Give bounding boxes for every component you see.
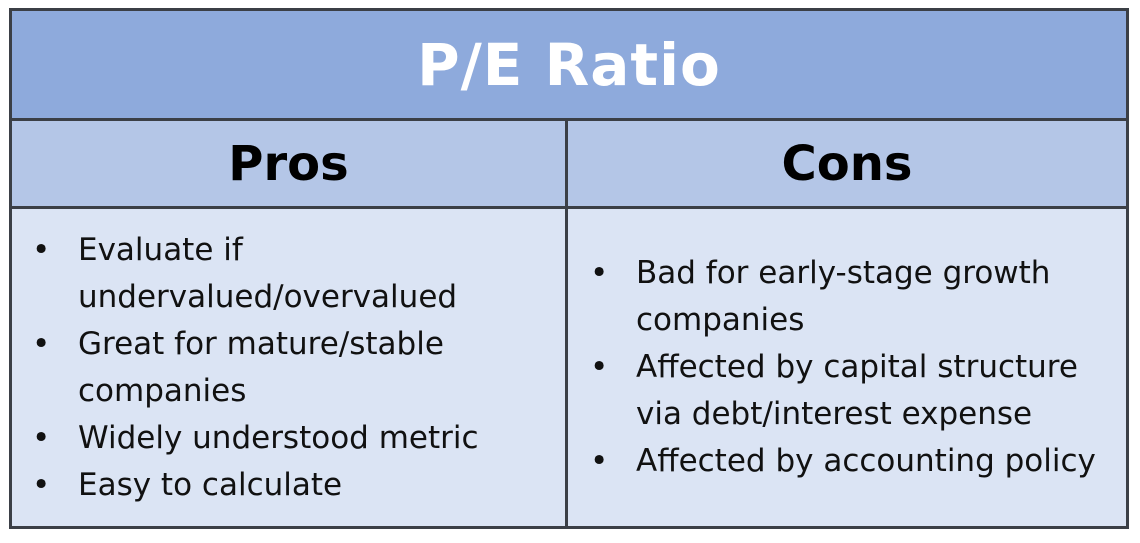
bullet-icon: • [590,349,609,385]
body-row: • Evaluate if undervalued/overvalued • Gre… [12,209,1126,526]
bullet-icon: • [590,443,609,479]
bullet-icon: • [590,255,609,291]
cons-item-text: Affected by capital structure via debt/i… [636,349,1078,432]
cons-item-text: Affected by accounting policy [636,443,1096,479]
list-item: • Easy to calculate [28,462,565,509]
bullet-icon: • [32,466,51,503]
cons-header-cell: Cons [568,121,1126,206]
pros-cell: • Evaluate if undervalued/overvalued • Gre… [12,209,568,526]
bullet-icon: • [32,419,51,456]
pros-item-text: Easy to calculate [78,466,343,503]
list-item: • Affected by capital structure via debt/… [586,344,1126,438]
title-row: P/E Ratio [12,11,1126,121]
list-item: • Great for mature/stable companies [28,321,565,415]
cons-cell: • Bad for early-stage growth companies • A… [568,209,1126,526]
pros-item-text: Widely understood metric [78,419,479,456]
list-item: • Affected by accounting policy [586,438,1126,485]
bullet-icon: • [32,231,51,268]
pros-item-text: Evaluate if undervalued/overvalued [78,231,458,315]
list-item: • Evaluate if undervalued/overvalued [28,227,565,321]
pros-header-cell: Pros [12,121,568,206]
pe-ratio-table: P/E Ratio Pros Cons • Evaluate if underva… [9,8,1129,529]
cons-item-text: Bad for early-stage growth companies [636,255,1051,338]
cons-list: • Bad for early-stage growth companies • A… [586,250,1126,485]
pros-heading: Pros [228,135,349,192]
header-row: Pros Cons [12,121,1126,209]
list-item: • Bad for early-stage growth companies [586,250,1126,344]
table-title: P/E Ratio [417,30,721,99]
pros-list: • Evaluate if undervalued/overvalued • Gre… [28,227,565,509]
bullet-icon: • [32,325,51,362]
list-item: • Widely understood metric [28,415,565,462]
pros-item-text: Great for mature/stable companies [78,325,444,409]
cons-heading: Cons [781,135,913,192]
